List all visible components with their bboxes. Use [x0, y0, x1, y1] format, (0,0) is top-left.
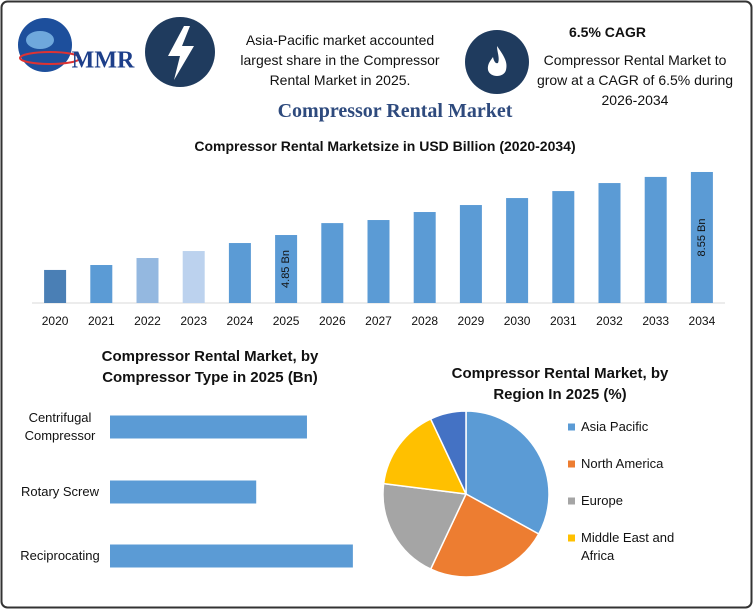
logo-land — [26, 31, 54, 49]
bar — [275, 235, 298, 303]
icon-circle — [465, 30, 529, 94]
chart-title: Compressor Rental Marketsize in USD Bill… — [194, 138, 576, 154]
legend-swatch — [568, 497, 575, 505]
pie-slice — [382, 482, 468, 571]
bar — [182, 251, 205, 303]
x-tick-label: 2029 — [458, 314, 485, 328]
pie-slice — [382, 417, 468, 495]
legend-swatch — [568, 423, 575, 431]
bar — [136, 258, 159, 303]
logo-ring — [19, 51, 81, 65]
bar — [598, 183, 621, 303]
x-tick-label: 2023 — [180, 314, 207, 328]
chart-title: Compressor Rental Market, by Compressor … — [101, 348, 319, 386]
value-label: 8.55 Bn — [696, 219, 708, 257]
highlight-text: Asia-Pacific market accounted largest sh… — [240, 32, 440, 88]
bolt-icon — [168, 26, 194, 80]
bar — [413, 212, 436, 303]
bar — [321, 223, 344, 303]
x-tick-label: 2032 — [596, 314, 623, 328]
x-tick-label: 2025 — [273, 314, 300, 328]
x-tick-label: 2031 — [550, 314, 577, 328]
bar — [506, 198, 529, 303]
bar — [90, 265, 113, 303]
chart-title: Compressor Rental Market, by Region In 2… — [451, 365, 669, 403]
bar — [44, 269, 67, 303]
bar — [110, 544, 353, 568]
bar — [110, 415, 307, 439]
value-label: 4.85 Bn — [280, 250, 292, 288]
highlight-text: Compressor Rental Market to grow at a CA… — [536, 52, 734, 108]
x-tick-label: 2034 — [689, 314, 716, 328]
bar — [690, 171, 713, 303]
x-tick-label: 2026 — [319, 314, 346, 328]
bar — [367, 220, 390, 303]
legend-label: Middle East and Africa — [581, 530, 675, 563]
x-tick-label: 2024 — [227, 314, 254, 328]
bar — [644, 176, 667, 303]
y-tick-label: Rotary Screw — [20, 484, 100, 499]
legend-label: North America — [581, 456, 664, 471]
x-tick-label: 2022 — [134, 314, 161, 328]
x-tick-label: 2020 — [42, 314, 69, 328]
legend-swatch — [568, 534, 575, 542]
legend-label: Europe — [581, 493, 623, 508]
legend-label: Asia Pacific — [581, 419, 649, 434]
x-tick-label: 2030 — [504, 314, 531, 328]
logo-text: MMR — [72, 48, 135, 74]
bar — [552, 191, 575, 303]
legend-swatch — [568, 460, 575, 468]
flame-icon — [487, 46, 507, 76]
y-tick-label: Centrifugal Compressor — [24, 410, 96, 443]
bar — [228, 243, 251, 303]
bar — [110, 480, 257, 504]
pie-slice — [429, 492, 540, 578]
main-title: Compressor Rental Market — [277, 100, 513, 122]
y-tick-label: Reciprocating — [20, 548, 100, 563]
bar — [459, 205, 482, 303]
x-tick-label: 2033 — [642, 314, 669, 328]
x-tick-label: 2021 — [88, 314, 115, 328]
x-tick-label: 2028 — [411, 314, 438, 328]
x-tick-label: 2027 — [365, 314, 392, 328]
pie-slice — [429, 410, 467, 495]
highlight-title: 6.5% CAGR — [568, 24, 647, 40]
pie-slice — [465, 410, 550, 536]
